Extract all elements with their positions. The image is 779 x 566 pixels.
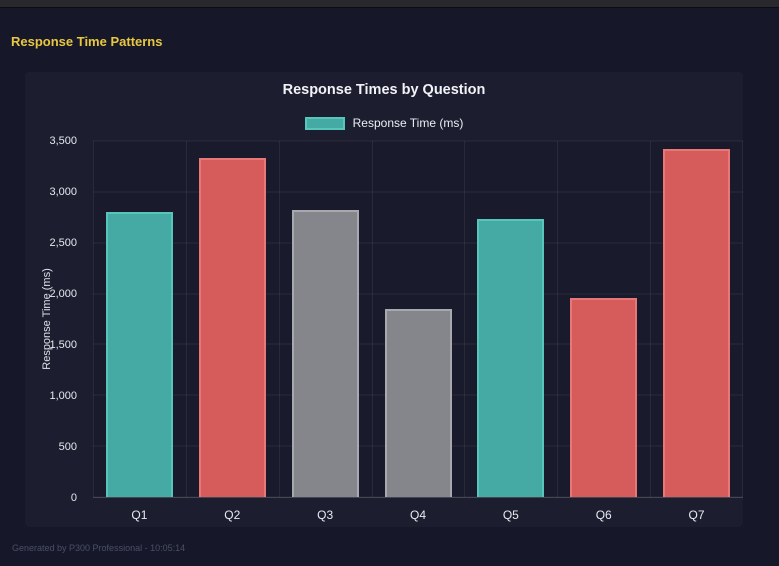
window-top-strip xyxy=(0,0,779,8)
legend-label: Response Time (ms) xyxy=(352,116,464,130)
chart-legend[interactable]: Response Time (ms) xyxy=(25,116,743,130)
x-tick-label: Q6 xyxy=(595,508,612,522)
y-tick-label: 1,000 xyxy=(49,390,77,402)
h-gridline xyxy=(93,293,743,295)
chart-title: Response Times by Question xyxy=(282,82,486,98)
h-gridline xyxy=(93,496,743,498)
h-gridline xyxy=(93,191,743,193)
y-tick-label: 1,500 xyxy=(49,339,77,351)
footer-text: Generated by P300 Professional - 10:05:1… xyxy=(12,543,186,553)
v-gridline xyxy=(185,141,187,497)
v-gridline xyxy=(464,141,466,497)
bar-q2[interactable] xyxy=(198,158,266,497)
x-tick-label: Q2 xyxy=(224,508,241,522)
legend-swatch xyxy=(304,116,345,130)
bar-chart: Response Time (ms) 0 500 1,000 1,500 2,000 2,… xyxy=(25,72,743,527)
bar-q4[interactable] xyxy=(384,308,452,497)
v-gridline xyxy=(557,141,559,497)
v-gridline xyxy=(371,141,373,497)
y-tick-label: 2,500 xyxy=(49,237,77,249)
y-tick-label: 500 xyxy=(58,441,77,453)
y-tick-label: 3,000 xyxy=(49,186,77,198)
bar-q3[interactable] xyxy=(291,210,359,497)
plot-area xyxy=(93,140,743,498)
y-axis-ticks: 0 500 1,000 1,500 2,000 2,500 3,000 3,500 xyxy=(25,135,77,504)
x-tick-label: Q1 xyxy=(131,508,148,522)
chart-panel: Response Times by Question Response Time… xyxy=(25,72,743,527)
y-tick-label: 0 xyxy=(70,492,77,504)
v-gridline xyxy=(93,141,94,497)
v-gridline xyxy=(650,141,652,497)
x-tick-label: Q7 xyxy=(688,508,705,522)
x-tick-label: Q4 xyxy=(409,508,427,522)
bar-q5[interactable] xyxy=(477,219,545,497)
x-tick-label: Q3 xyxy=(317,508,334,522)
x-axis-labels: Q1 Q2 Q3 Q4 Q5 Q6 Q7 xyxy=(93,508,743,526)
h-gridline xyxy=(93,242,743,244)
v-gridline xyxy=(278,141,280,497)
h-gridline xyxy=(93,140,743,142)
page-title: Response Time Patterns xyxy=(11,34,163,49)
y-tick-label: 3,500 xyxy=(49,135,77,147)
bar-q7[interactable] xyxy=(663,149,731,497)
bar-q6[interactable] xyxy=(570,297,638,497)
y-tick-label: 2,000 xyxy=(49,288,77,300)
bar-q1[interactable] xyxy=(105,212,173,497)
x-tick-label: Q5 xyxy=(502,508,519,522)
v-gridline xyxy=(742,141,743,497)
